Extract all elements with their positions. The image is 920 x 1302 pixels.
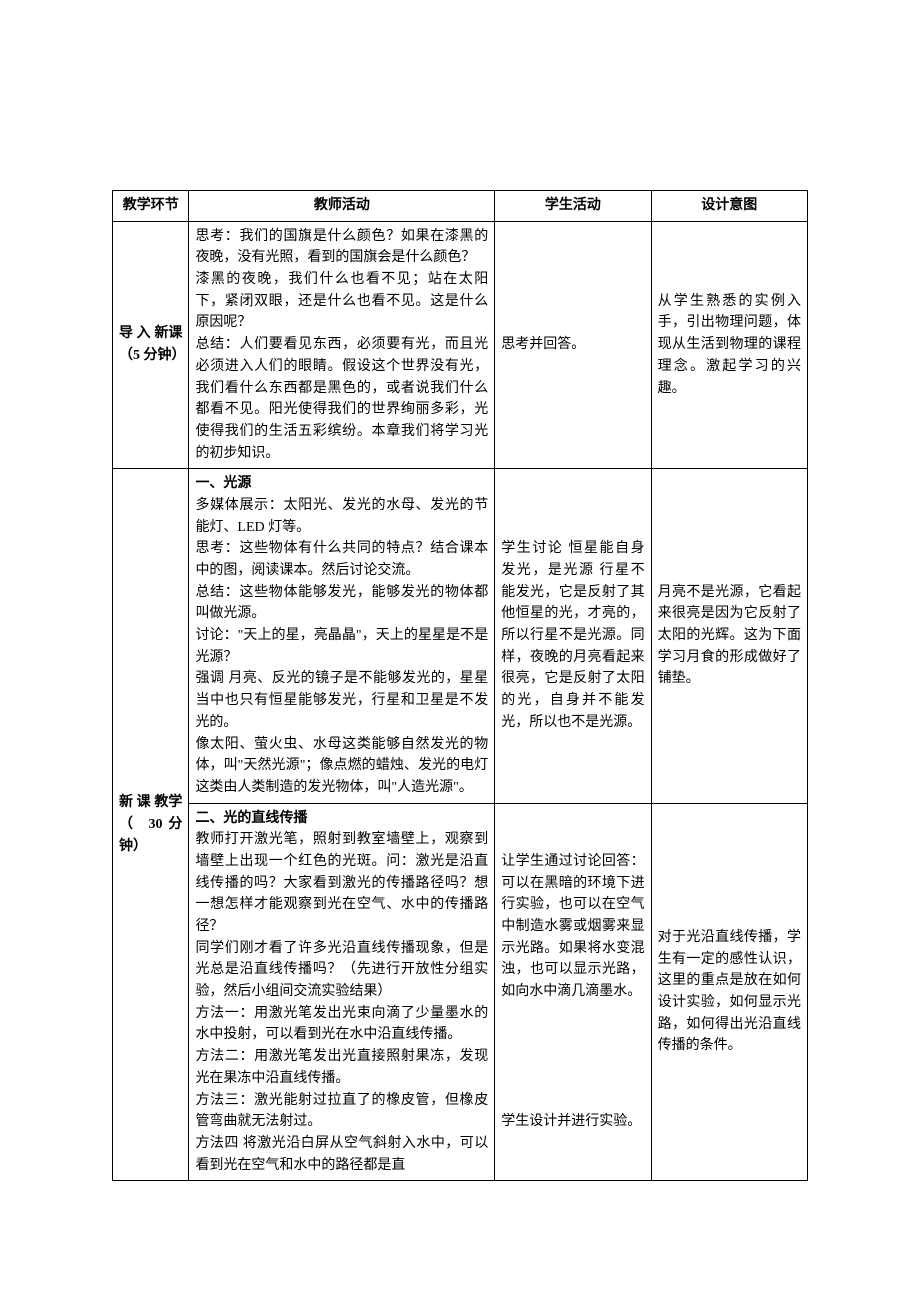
spacer [501,1046,644,1068]
student-cell: 学生讨论 恒星能自身发光，是光源 行星不能发光，它是反射了其他恒星的光，才亮的，… [495,469,651,803]
intent-cell: 对于光沿直线传播，学生有一定的感性认识，这里的重点是放在如何设计实验，如何显示光… [651,803,807,1181]
stage-cell: 新 课 教学 （ 30分钟） [113,469,189,1181]
header-stage: 教学环节 [113,191,189,222]
teacher-cell: 二、光的直线传播 教师打开激光笔，照射到教室墙壁上，观察到墙壁上出现一个红色的光… [189,803,495,1181]
table-row: 新 课 教学 （ 30分钟） 一、光源 多媒体展示：太阳光、发光的水母、发光的节… [113,469,808,803]
header-intent: 设计意图 [651,191,807,222]
table-header-row: 教学环节 教师活动 学生活动 设计意图 [113,191,808,222]
spacer [501,1090,644,1112]
spacer [501,1024,644,1046]
header-student: 学生活动 [495,191,651,222]
intent-cell: 从学生熟悉的实例入手，引出物理问题，体现从生活到物理的课程理念。激起学习的兴趣。 [651,221,807,469]
stage-cell: 导 入 新课（5 分钟） [113,221,189,469]
intent-cell: 月亮不是光源，它看起来很亮是因为它反射了太阳的光辉。这为下面学习月食的形成做好了… [651,469,807,803]
teacher-body: 教师打开激光笔，照射到教室墙壁上，观察到墙壁上出现一个红色的光斑。问：激光是沿直… [195,832,488,1172]
section-title: 一、光源 [195,476,251,491]
spacer [501,1068,644,1090]
lesson-plan-table: 教学环节 教师活动 学生活动 设计意图 导 入 新课（5 分钟） 思考：我们的国… [112,190,808,1181]
student-body-2: 学生设计并进行实验。 [501,1114,641,1129]
teacher-cell: 一、光源 多媒体展示：太阳光、发光的水母、发光的节能灯、LED 灯等。思考：这些… [189,469,495,803]
student-cell: 让学生通过讨论回答：可以在黑暗的环境下进行实验，也可以在空气中制造水雾或烟雾来显… [495,803,651,1181]
student-body-1: 让学生通过讨论回答：可以在黑暗的环境下进行实验，也可以在空气中制造水雾或烟雾来显… [501,854,644,999]
table-row: 二、光的直线传播 教师打开激光笔，照射到教室墙壁上，观察到墙壁上出现一个红色的光… [113,803,808,1181]
teacher-body: 多媒体展示：太阳光、发光的水母、发光的节能灯、LED 灯等。思考：这些物体有什么… [195,498,488,795]
spacer [501,1003,644,1025]
teacher-cell: 思考：我们的国旗是什么颜色？如果在漆黑的夜晚，没有光照，看到的国旗会是什么颜色？… [189,221,495,469]
header-teacher: 教师活动 [189,191,495,222]
student-cell: 思考并回答。 [495,221,651,469]
table-row: 导 入 新课（5 分钟） 思考：我们的国旗是什么颜色？如果在漆黑的夜晚，没有光照… [113,221,808,469]
section-title: 二、光的直线传播 [195,811,307,826]
